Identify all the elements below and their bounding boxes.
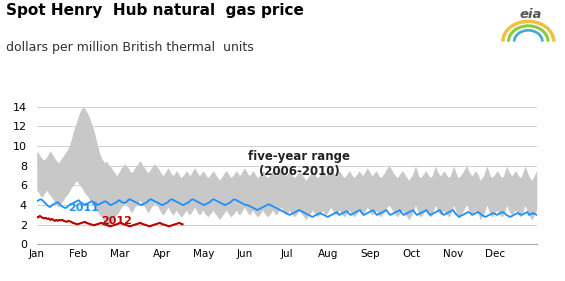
Text: 2011: 2011 (68, 203, 99, 212)
Text: five-year range
(2006-2010): five-year range (2006-2010) (248, 150, 350, 178)
Text: dollars per million British thermal  units: dollars per million British thermal unit… (6, 41, 253, 54)
Text: eia: eia (520, 8, 542, 21)
Text: Spot Henry  Hub natural  gas price: Spot Henry Hub natural gas price (6, 3, 303, 18)
Text: 2012: 2012 (101, 216, 132, 226)
